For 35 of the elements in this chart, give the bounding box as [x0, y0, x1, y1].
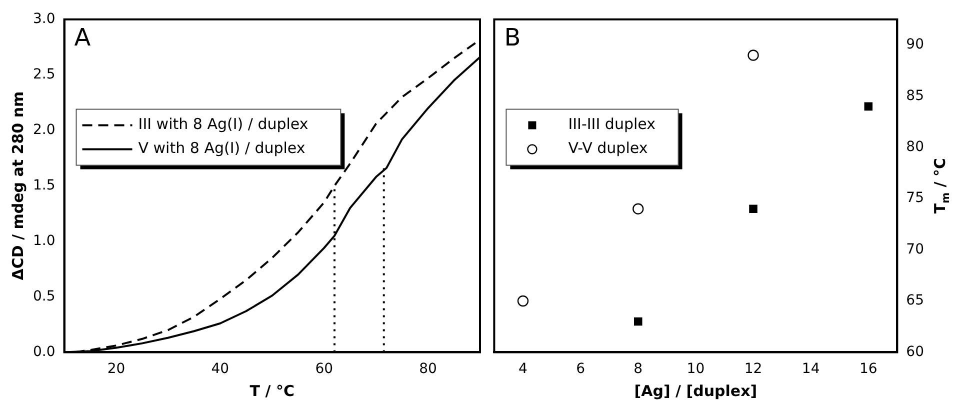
y2-tick-label: 80: [906, 139, 924, 156]
legend-label: III with 8 Ag(I) / duplex: [138, 115, 308, 134]
x-tick-label: 4: [518, 361, 528, 378]
y-tick-label: 2.0: [33, 122, 56, 138]
y-tick-label: 0.5: [33, 288, 56, 304]
x-tick-label: 12: [744, 361, 762, 378]
x-axis-title: T / °C: [250, 382, 294, 400]
y-tick-label: 1.5: [33, 177, 56, 194]
legend-label: V-V duplex: [568, 139, 648, 158]
y-axis-title: ΔCD / mdeg at 280 nm: [8, 91, 27, 280]
x-tick-label: 14: [802, 361, 820, 378]
x-tick-label: 20: [107, 361, 126, 378]
y2-tick-label: 60: [906, 344, 924, 360]
y2-tick-label: 90: [906, 36, 924, 53]
y2-tick-label: 65: [906, 292, 924, 309]
y2-tick-label: 85: [906, 88, 924, 104]
y2-tick-label: 70: [906, 241, 924, 258]
annotation: B: [504, 24, 521, 52]
x-tick-label: 80: [419, 361, 437, 378]
y-tick-label: 1.0: [33, 232, 56, 249]
x-tick-label: 10: [686, 361, 705, 378]
legend-label: III-III duplex: [568, 115, 656, 134]
annotation: A: [74, 24, 92, 52]
x-tick-label: 16: [859, 361, 878, 378]
y-tick-label: 2.5: [33, 66, 56, 83]
y-tick-label: 0.0: [33, 344, 56, 360]
legend-label: V with 8 Ag(I) / duplex: [138, 139, 306, 158]
x-tick-label: 60: [315, 361, 334, 378]
y2-axis-title: Tm / °C: [930, 158, 952, 214]
x-axis-title: [Ag] / [duplex]: [634, 382, 758, 400]
x-tick-label: 40: [211, 361, 230, 378]
y2-tick-label: 75: [906, 190, 924, 206]
x-tick-label: 6: [576, 361, 586, 378]
x-tick-label: 8: [634, 361, 643, 378]
y-tick-label: 3.0: [33, 11, 56, 28]
